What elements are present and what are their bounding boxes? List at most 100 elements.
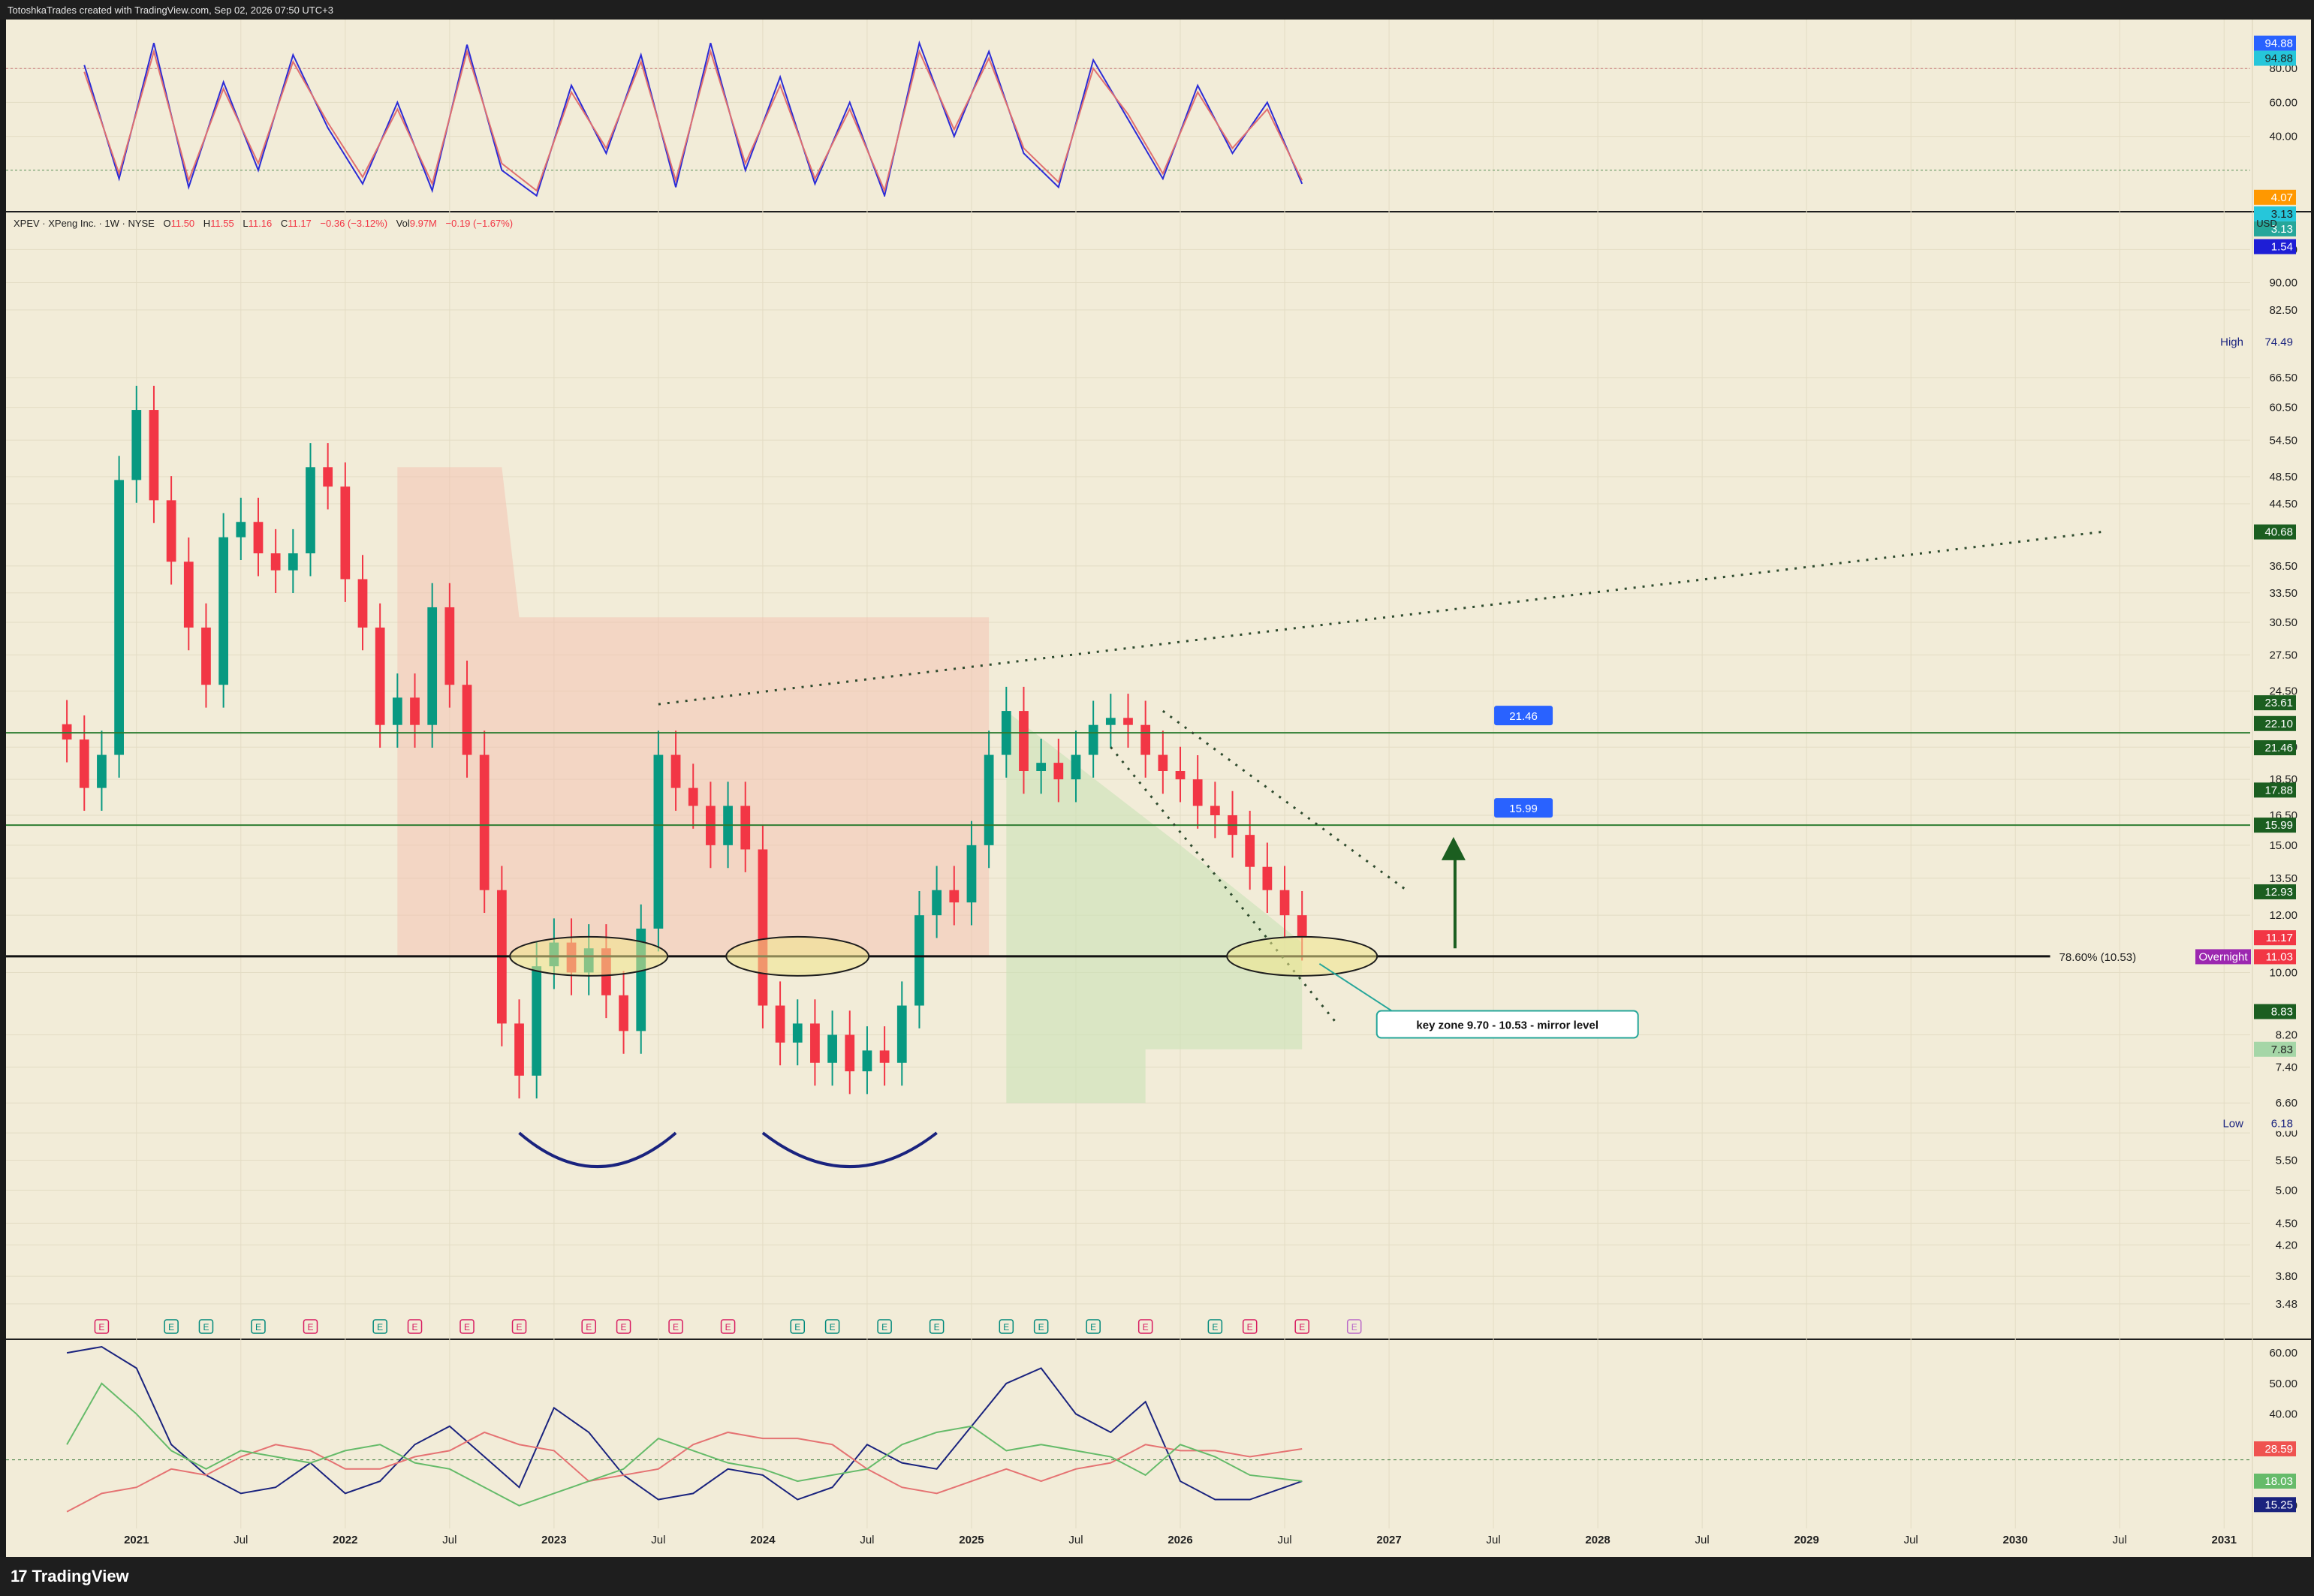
earnings-glyph: E	[794, 1322, 800, 1333]
y-tick-label: 5.00	[2276, 1184, 2297, 1197]
x-tick-label: Jul	[1277, 1534, 1291, 1546]
candle	[131, 410, 142, 480]
candle	[740, 806, 751, 850]
y-tick-label: 54.50	[2269, 434, 2297, 447]
price-price-tag	[2254, 949, 2296, 965]
earnings-icon	[824, 1319, 840, 1334]
adx-price-tag-label: 18.03	[2264, 1475, 2293, 1488]
key-zone-ellipse	[725, 935, 870, 977]
price-price-tag-label: 11.17	[2266, 932, 2293, 944]
price-pane[interactable]: 21.46 15.99 78.60% (10.53) key zone 9.70 - …	[6, 385, 2250, 1334]
price-price-tag-label: 40.68	[2264, 526, 2293, 539]
extreme-value: 74.49	[2264, 336, 2293, 349]
x-tick-label: 2030	[2003, 1534, 2028, 1546]
legend-change: −0.36 (−3.12%)	[320, 218, 387, 229]
candle	[845, 1034, 855, 1072]
callout-box	[1375, 1010, 1639, 1039]
candle	[827, 1034, 837, 1063]
candle	[810, 1023, 820, 1063]
green-zone	[1006, 711, 1303, 1104]
x-tick-label: Jul	[1904, 1534, 1918, 1546]
candle	[1140, 724, 1151, 755]
earnings-glyph: E	[517, 1322, 523, 1333]
currency-label[interactable]: USD	[2256, 218, 2276, 229]
earnings-icon	[459, 1319, 475, 1334]
earnings-icon	[1033, 1319, 1049, 1334]
earnings-glyph: E	[203, 1322, 209, 1333]
legend-h-label: H	[203, 218, 210, 229]
legend-close: 11.17	[288, 218, 312, 229]
earnings-glyph: E	[255, 1322, 261, 1333]
osc-series-line	[83, 48, 1303, 194]
earnings-icon	[407, 1319, 423, 1334]
earnings-icon	[1137, 1319, 1153, 1334]
x-tick-label: Jul	[1695, 1534, 1710, 1546]
earnings-icon	[1294, 1319, 1309, 1334]
adx-price-tag	[2254, 1441, 2296, 1456]
earnings-icon	[372, 1319, 387, 1334]
earnings-glyph: E	[168, 1322, 174, 1333]
x-tick-label: Jul	[442, 1534, 456, 1546]
y-tick-label: 33.50	[2269, 587, 2297, 600]
y-tick-label: 6.60	[2276, 1097, 2297, 1110]
candle	[1210, 806, 1220, 815]
base-arc	[518, 1131, 677, 1169]
candle	[444, 607, 455, 685]
candle	[1158, 754, 1168, 771]
key-zone-ellipse	[509, 935, 669, 977]
earnings-icon	[790, 1319, 806, 1334]
y-tick-label: 27.50	[2269, 649, 2297, 661]
x-tick-label: 2026	[1168, 1534, 1192, 1546]
legend-high: 11.55	[210, 218, 234, 229]
earnings-icon	[1086, 1319, 1101, 1334]
osc-price-tag	[2254, 206, 2296, 221]
price-price-tag	[2254, 884, 2296, 899]
earnings-icon	[164, 1319, 179, 1334]
earnings-icon	[511, 1319, 527, 1334]
candle	[1175, 770, 1186, 780]
candle	[1123, 718, 1133, 725]
earnings-glyph: E	[1003, 1322, 1009, 1333]
earnings-glyph: E	[621, 1322, 627, 1333]
x-tick-label: 2022	[333, 1534, 357, 1546]
x-tick-label: Jul	[234, 1534, 248, 1546]
dmi-adx-pane[interactable]	[6, 1345, 2250, 1513]
candle	[619, 995, 628, 1031]
extreme-value: 6.18	[2271, 1118, 2293, 1131]
candle	[427, 607, 438, 725]
y-tick-label: 30.50	[2269, 616, 2297, 629]
osc-price-tag	[2254, 239, 2296, 254]
y-tick-label: 8.20	[2276, 1028, 2297, 1041]
candle	[966, 845, 977, 903]
red-zone	[397, 467, 990, 956]
time-axis[interactable]: 2021 Jul 2022 Jul 2023 Jul 2024 Jul 2025 Jul 2026 J…	[124, 1534, 2237, 1546]
x-tick-label: 2024	[750, 1534, 776, 1546]
x-tick-label: 2031	[2212, 1534, 2237, 1546]
legend-vol-label: Vol	[396, 218, 410, 229]
stochastic-rsi-pane[interactable]	[6, 40, 2250, 197]
earnings-icon	[929, 1319, 945, 1334]
earnings-glyph: E	[98, 1322, 104, 1333]
candle	[149, 410, 159, 501]
earnings-icon	[1242, 1319, 1258, 1334]
earnings-icon	[877, 1319, 892, 1334]
candle	[1297, 915, 1307, 938]
candle	[340, 486, 351, 580]
price-price-tag	[2254, 695, 2296, 711]
x-tick-label: Jul	[1068, 1534, 1083, 1546]
tradingview-logo[interactable]: 17 TradingView	[11, 1564, 129, 1588]
price-price-tag-label: 11.03	[2266, 950, 2293, 963]
chart-canvas[interactable]: 21.46 15.99 78.60% (10.53) key zone 9.70 - …	[0, 20, 2314, 1557]
adx-series-line	[66, 1345, 1303, 1501]
overnight-label: Overnight	[2198, 950, 2248, 963]
osc-price-tag-label: 94.88	[2264, 53, 2293, 65]
price-axis[interactable]: 100.0090.0082.5066.5060.5054.5048.5044.5…	[2195, 35, 2297, 1513]
adx-y-tick-label: 50.00	[2269, 1378, 2297, 1390]
base-arc	[761, 1131, 938, 1168]
adx-price-tag	[2254, 1497, 2296, 1513]
earnings-icon	[720, 1319, 736, 1334]
symbol-legend: XPEV · XPeng Inc. · 1W · NYSE O11.50 H11…	[14, 218, 513, 229]
candle	[97, 754, 107, 788]
candle	[1262, 866, 1273, 890]
earnings-icon	[668, 1319, 683, 1334]
